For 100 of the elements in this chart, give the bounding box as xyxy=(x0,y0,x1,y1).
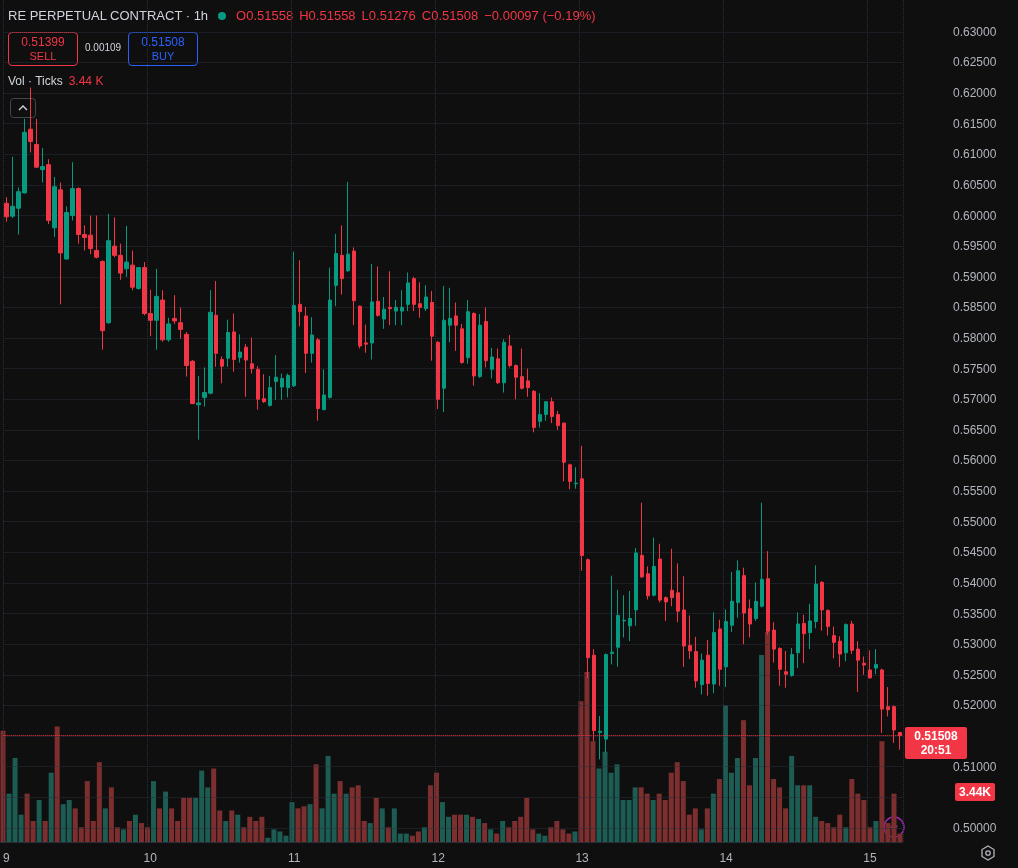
candlestick xyxy=(466,299,470,365)
candlestick xyxy=(826,608,830,637)
candlestick xyxy=(694,636,698,689)
candlestick xyxy=(778,646,782,687)
candlestick xyxy=(784,650,788,689)
x-tick-label: 9 xyxy=(2,851,10,865)
candlestick xyxy=(298,259,302,327)
candlestick xyxy=(4,196,9,223)
candlestick xyxy=(646,565,650,600)
candlestick xyxy=(268,375,272,408)
candlestick xyxy=(232,313,236,373)
candlestick xyxy=(772,621,776,664)
bar xyxy=(421,827,427,842)
bar xyxy=(42,821,48,842)
candlestick xyxy=(514,363,518,400)
bar xyxy=(48,772,54,842)
candlestick xyxy=(292,251,296,388)
bar xyxy=(223,821,229,842)
candlestick xyxy=(886,686,890,717)
candlestick xyxy=(280,373,284,401)
candlestick xyxy=(100,259,105,351)
candlestick xyxy=(136,266,141,291)
candlestick xyxy=(568,463,572,490)
candlestick xyxy=(286,373,290,398)
candlestick xyxy=(640,502,644,579)
y-tick-label: 0.56500 xyxy=(953,422,997,437)
bar xyxy=(343,793,349,842)
candlestick xyxy=(706,639,710,697)
candlestick xyxy=(658,543,662,604)
bar xyxy=(163,791,169,842)
bar xyxy=(572,831,578,842)
y-tick-label: 0.59500 xyxy=(953,239,997,254)
candlestick xyxy=(178,306,183,340)
bar xyxy=(494,833,500,842)
candlestick xyxy=(58,181,63,305)
candlestick xyxy=(394,299,398,326)
bar xyxy=(54,726,60,842)
candlestick xyxy=(676,562,680,623)
y-tick-label: 0.58000 xyxy=(953,331,997,346)
candlestick xyxy=(796,611,800,669)
candlestick xyxy=(700,652,704,695)
candlestick xyxy=(370,263,374,360)
candlestick xyxy=(574,466,578,490)
candlestick xyxy=(520,347,524,390)
y-tick-label: 0.59000 xyxy=(953,269,997,284)
y-tick-label: 0.55000 xyxy=(953,514,997,529)
candlestick xyxy=(844,622,848,662)
y-tick-label: 0.56000 xyxy=(953,453,997,468)
candlestick xyxy=(34,118,39,169)
candlestick xyxy=(742,567,746,645)
candlestick xyxy=(334,233,338,307)
candlestick xyxy=(724,608,728,688)
annotation: SELL xyxy=(28,49,58,63)
candlestick xyxy=(736,559,740,619)
candlestick xyxy=(496,347,500,385)
y-tick-label: 0.50000 xyxy=(953,820,997,835)
candlestick xyxy=(556,410,560,431)
bar xyxy=(650,800,656,842)
annotation: H0.51558 xyxy=(299,8,356,23)
candlestick xyxy=(814,564,818,629)
bar xyxy=(313,764,319,842)
candlestick xyxy=(664,595,668,622)
annotation: 0.51399 xyxy=(20,35,66,49)
bar xyxy=(873,821,879,842)
candlestick xyxy=(46,158,51,225)
candlestick xyxy=(106,213,111,325)
candlestick xyxy=(874,648,878,675)
y-tick-label: 0.53000 xyxy=(953,637,997,652)
y-tick-label: 0.62500 xyxy=(953,55,997,70)
candlestick xyxy=(322,368,326,411)
candlestick xyxy=(472,311,476,387)
candlestick xyxy=(238,333,242,364)
candlestick xyxy=(358,305,362,349)
bar xyxy=(120,829,126,842)
bar xyxy=(126,821,132,842)
candlestick xyxy=(376,265,380,318)
text: RE PERPETUAL CONTRACT · 1h xyxy=(8,8,209,23)
candlestick xyxy=(802,614,806,664)
candlestick xyxy=(598,715,602,760)
candlestick xyxy=(616,589,620,668)
candlestick xyxy=(454,302,458,352)
candlestick xyxy=(52,176,57,238)
candlestick xyxy=(250,336,254,375)
bar xyxy=(379,808,385,842)
candlestick xyxy=(562,422,566,482)
candlestick xyxy=(808,603,812,650)
y-tick-label: 0.62000 xyxy=(953,86,997,101)
candlestick xyxy=(862,655,866,676)
candlestick xyxy=(262,373,266,404)
bar xyxy=(488,829,494,842)
candlestick xyxy=(340,224,344,296)
candlestick xyxy=(490,347,494,379)
annotation: −0.00097 (−0.19%) xyxy=(484,8,596,23)
candlestick xyxy=(244,343,248,398)
candlestick xyxy=(880,668,884,734)
bar xyxy=(464,814,470,842)
candlestick xyxy=(430,290,434,362)
x-tick-label: 10 xyxy=(143,851,158,865)
bar xyxy=(36,800,42,842)
y-tick-label: 0.63000 xyxy=(953,24,997,39)
